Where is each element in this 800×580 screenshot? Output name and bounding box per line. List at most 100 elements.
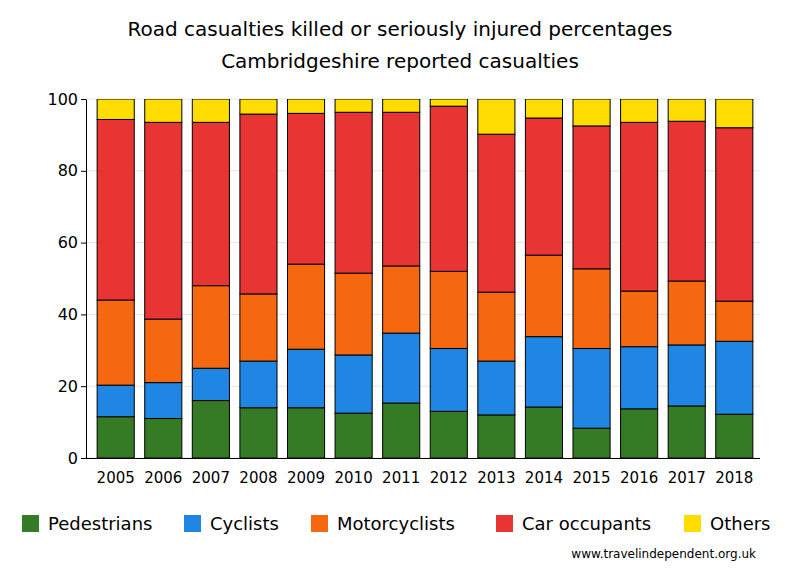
bar bbox=[573, 269, 610, 349]
bar bbox=[430, 271, 467, 348]
bar bbox=[145, 419, 182, 458]
tick-label: 80 bbox=[58, 161, 78, 180]
tick-mark bbox=[81, 243, 86, 244]
grid-line bbox=[86, 242, 760, 243]
bar bbox=[240, 99, 277, 114]
title: Road casualties killed or seriously inju… bbox=[127, 17, 672, 41]
series bbox=[97, 106, 753, 319]
bar bbox=[335, 355, 372, 413]
bar bbox=[478, 415, 515, 458]
tick-label: 2015 bbox=[572, 469, 610, 487]
bar bbox=[573, 99, 610, 126]
tick: 60 bbox=[58, 233, 86, 252]
bar bbox=[668, 345, 705, 406]
grid bbox=[86, 99, 760, 458]
bar bbox=[716, 99, 753, 128]
bar bbox=[145, 99, 182, 122]
tick-label: 2013 bbox=[477, 469, 515, 487]
tick-label: 2008 bbox=[239, 469, 277, 487]
tick: 100 bbox=[47, 90, 86, 109]
tick: 2017 bbox=[668, 458, 706, 487]
tick-label: 0 bbox=[68, 449, 78, 468]
bar bbox=[621, 291, 658, 347]
tick-label: 20 bbox=[58, 377, 78, 396]
grid-line bbox=[86, 314, 760, 315]
bar bbox=[192, 368, 229, 400]
subtitle: Cambridgeshire reported casualties bbox=[221, 49, 579, 73]
legend-label: Others bbox=[710, 513, 771, 534]
bar bbox=[383, 266, 420, 333]
tick-mark bbox=[81, 314, 86, 315]
tick-label: 40 bbox=[58, 305, 78, 324]
legend-item: Motorcyclists bbox=[311, 513, 455, 534]
tick: 0 bbox=[68, 449, 86, 468]
bar bbox=[430, 106, 467, 271]
legend-item: Car occupants bbox=[496, 513, 651, 534]
tick: 40 bbox=[58, 305, 86, 324]
bar bbox=[97, 385, 134, 417]
tick-label: 2005 bbox=[97, 469, 135, 487]
tick-label: 2009 bbox=[287, 469, 325, 487]
bar bbox=[621, 122, 658, 291]
bar bbox=[716, 301, 753, 341]
bar bbox=[525, 255, 562, 336]
tick-label: 2014 bbox=[525, 469, 563, 487]
y-axis: 0 20 40 60 80 100 bbox=[47, 90, 86, 468]
bar bbox=[621, 99, 658, 122]
bar bbox=[192, 99, 229, 122]
legend-label: Motorcyclists bbox=[337, 513, 455, 534]
bar bbox=[621, 409, 658, 458]
tick: 2007 bbox=[192, 458, 230, 487]
tick-label: 60 bbox=[58, 233, 78, 252]
legend-item: Cyclists bbox=[184, 513, 279, 534]
bar bbox=[478, 292, 515, 361]
bar bbox=[145, 122, 182, 319]
tick: 2006 bbox=[144, 458, 182, 487]
bar bbox=[287, 264, 324, 349]
bar bbox=[573, 349, 610, 429]
bar bbox=[97, 119, 134, 300]
bar bbox=[716, 128, 753, 301]
tick-mark bbox=[81, 99, 86, 100]
bar bbox=[668, 281, 705, 345]
tick: 2012 bbox=[430, 458, 468, 487]
tick-label: 2012 bbox=[430, 469, 468, 487]
legend-swatch bbox=[22, 515, 39, 532]
axis-line bbox=[86, 458, 760, 459]
bar bbox=[240, 361, 277, 408]
chart: Road casualties killed or seriously inju… bbox=[0, 0, 800, 580]
grid-line bbox=[86, 386, 760, 387]
legend-swatch bbox=[311, 515, 328, 532]
bar bbox=[573, 126, 610, 269]
bar bbox=[573, 428, 610, 458]
tick-label: 2017 bbox=[668, 469, 706, 487]
bar bbox=[430, 411, 467, 458]
bar bbox=[478, 361, 515, 415]
bar bbox=[287, 349, 324, 408]
tick-mark bbox=[81, 171, 86, 172]
tick: 2014 bbox=[525, 458, 563, 487]
bar bbox=[192, 286, 229, 369]
bar bbox=[240, 408, 277, 458]
bar bbox=[716, 414, 753, 458]
grid-line bbox=[86, 458, 760, 459]
tick-mark bbox=[81, 386, 86, 387]
tick-label: 2010 bbox=[335, 469, 373, 487]
bar bbox=[335, 99, 372, 112]
tick: 80 bbox=[58, 161, 86, 180]
bar bbox=[192, 122, 229, 285]
tick-label: 2006 bbox=[144, 469, 182, 487]
axis-line bbox=[86, 100, 87, 459]
tick: 2016 bbox=[620, 458, 658, 487]
tick: 2008 bbox=[239, 458, 277, 487]
tick: 2005 bbox=[97, 458, 135, 487]
bar bbox=[668, 406, 705, 458]
bar bbox=[287, 99, 324, 113]
bar bbox=[525, 99, 562, 118]
bar bbox=[383, 403, 420, 458]
tick-label: 2007 bbox=[192, 469, 230, 487]
bar bbox=[287, 408, 324, 458]
bar bbox=[383, 99, 420, 112]
tick-mark bbox=[81, 458, 86, 459]
bar bbox=[383, 112, 420, 266]
